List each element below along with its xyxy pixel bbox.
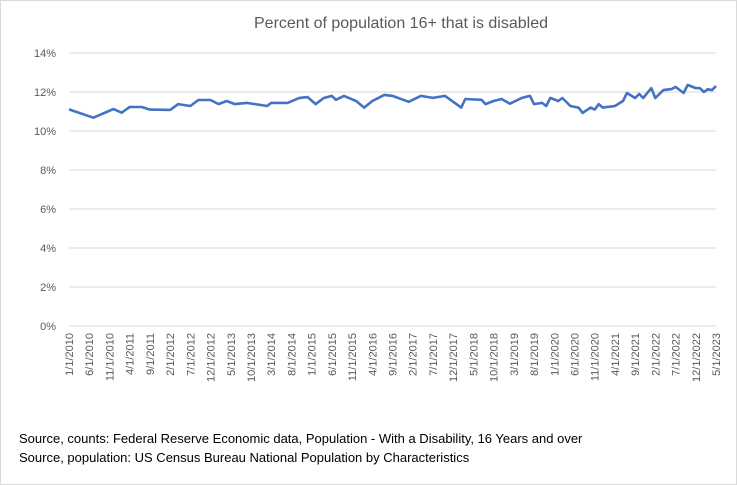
x-tick-label: 3/1/2014 — [266, 333, 278, 376]
x-tick-label: 4/1/2016 — [367, 333, 379, 376]
y-tick-label: 6% — [40, 204, 56, 216]
x-tick-label: 8/1/2014 — [286, 333, 298, 376]
x-tick-label: 9/1/2011 — [145, 333, 157, 375]
x-tick-label: 12/1/2017 — [448, 333, 460, 382]
series — [68, 83, 717, 119]
x-tick-label: 7/1/2017 — [428, 333, 440, 376]
x-tick-label: 6/1/2020 — [569, 333, 581, 376]
x-tick-label: 12/1/2022 — [691, 333, 703, 382]
y-tick-label: 8% — [40, 165, 56, 177]
y-tick-label: 0% — [40, 321, 56, 333]
y-tick-label: 14% — [34, 48, 56, 60]
series-line — [68, 83, 717, 119]
x-tick-label: 10/1/2013 — [246, 333, 258, 382]
x-tick-label: 5/1/2018 — [468, 333, 480, 376]
y-tick-label: 2% — [40, 282, 56, 294]
x-tick-label: 2/1/2017 — [408, 333, 420, 376]
gridlines — [69, 52, 716, 327]
y-tick-label: 4% — [40, 243, 56, 255]
x-tick-label: 1/1/2020 — [549, 333, 561, 376]
y-axis-ticks: 0% 2% 4% 6% 8% 10% 12% 14% — [34, 48, 56, 333]
x-tick-label: 1/1/2015 — [307, 333, 319, 376]
y-tick-label: 10% — [34, 126, 56, 138]
x-tick-label: 8/1/2019 — [529, 333, 541, 376]
x-tick-label: 9/1/2021 — [630, 333, 642, 376]
source-population: Source, population: US Census Bureau Nat… — [19, 450, 470, 465]
y-tick-label: 12% — [34, 87, 56, 99]
x-tick-label: 9/1/2016 — [388, 333, 400, 376]
x-tick-label: 4/1/2021 — [610, 333, 622, 376]
source-counts: Source, counts: Federal Reserve Economic… — [19, 431, 583, 446]
x-tick-label: 11/1/2010 — [104, 333, 116, 381]
x-tick-label: 5/1/2013 — [226, 333, 238, 376]
x-tick-label: 6/1/2015 — [327, 333, 339, 376]
x-tick-label: 11/1/2015 — [347, 333, 359, 381]
x-tick-label: 2/1/2012 — [165, 333, 177, 376]
x-tick-label: 4/1/2011 — [125, 333, 137, 375]
x-tick-label: 6/1/2010 — [84, 333, 96, 376]
x-axis-ticks: 1/1/2010 6/1/2010 11/1/2010 4/1/2011 9/1/201… — [64, 333, 723, 382]
line-chart: Percent of population 16+ that is disabl… — [34, 15, 723, 382]
x-tick-label: 3/1/2019 — [509, 333, 521, 376]
x-tick-label: 5/1/2023 — [711, 333, 723, 376]
x-tick-label: 2/1/2022 — [650, 333, 662, 376]
x-tick-label: 12/1/2012 — [206, 333, 218, 382]
x-tick-label: 7/1/2012 — [185, 333, 197, 376]
x-tick-label: 10/1/2018 — [489, 333, 501, 382]
x-tick-label: 11/1/2020 — [590, 333, 602, 381]
x-tick-label: 7/1/2022 — [671, 333, 683, 376]
chart-title: Percent of population 16+ that is disabl… — [254, 15, 548, 32]
x-tick-label: 1/1/2010 — [64, 333, 76, 376]
